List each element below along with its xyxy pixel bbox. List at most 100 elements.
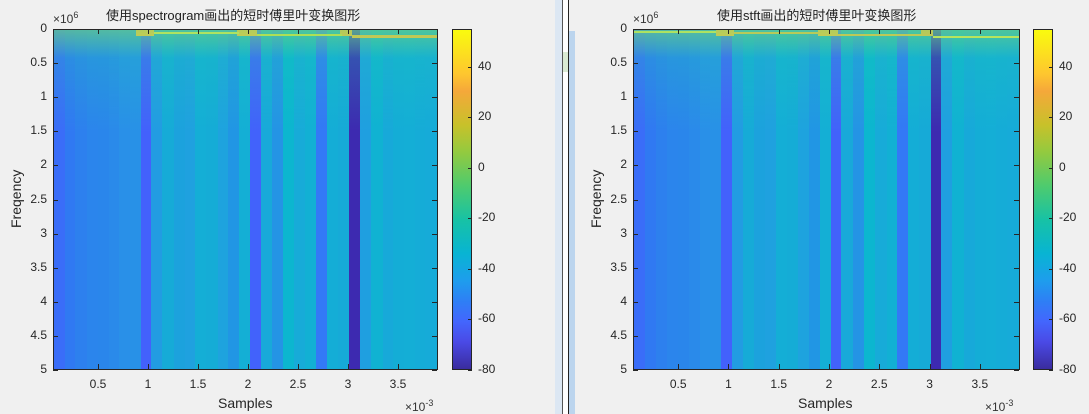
tick-mark: [1014, 267, 1019, 269]
spectrum-column: [293, 30, 306, 369]
spectrum-column: [830, 30, 842, 369]
spectrum-column: [841, 30, 854, 369]
tick-mark: [348, 364, 349, 369]
tick-mark: [1049, 117, 1053, 119]
spectrum-column: [205, 30, 218, 369]
colorbar[interactable]: [452, 29, 472, 370]
tick-mark: [633, 335, 638, 337]
tick-mark: [248, 364, 249, 369]
colorbar-tick-label: -40: [1059, 260, 1077, 275]
spectrum-column: [853, 30, 865, 369]
spectrum-column: [316, 30, 327, 369]
y-tick-label: 1.5: [610, 123, 627, 138]
tick-mark: [468, 167, 472, 169]
spectrum-column: [239, 30, 250, 369]
tick-mark: [148, 364, 149, 369]
tick-mark: [398, 29, 399, 34]
spectrum-column: [786, 30, 799, 369]
tick-mark: [432, 165, 437, 167]
spectrum-column: [64, 30, 76, 369]
spectrum-column: [75, 30, 88, 369]
colorbar-tick-label: 0: [478, 159, 485, 174]
spectrum-column: [349, 30, 361, 369]
tick-mark: [633, 131, 638, 133]
spectrum-column: [996, 30, 1008, 369]
tick-mark: [248, 29, 249, 34]
tick-mark: [1014, 370, 1019, 371]
tick-mark: [633, 301, 638, 303]
plot-area[interactable]: [633, 29, 1020, 370]
colorbar-tick-label: -80: [1059, 362, 1077, 376]
tick-mark: [432, 97, 437, 99]
x-tick-label: 1: [144, 377, 152, 391]
tick-mark: [198, 29, 199, 34]
tick-mark: [1049, 167, 1053, 169]
x-tick-label: 2.5: [289, 377, 307, 391]
spectrum-column: [710, 30, 722, 369]
x-tick-label: 3.5: [971, 377, 989, 391]
tick-mark: [468, 319, 472, 321]
spectrum-column: [930, 30, 942, 369]
y-tick-label: 0: [620, 21, 627, 35]
y-tick-label: 0: [40, 21, 47, 35]
spectrum-column: [337, 30, 350, 369]
spectrum-column: [129, 30, 141, 369]
spectrum-column: [809, 30, 820, 369]
y-tick-label: 3.5: [30, 259, 47, 274]
spectrum-column: [688, 30, 700, 369]
spectrum-column: [184, 30, 196, 369]
y-tick-label: 2.5: [610, 191, 627, 206]
y-exponent-label: ×106: [633, 10, 659, 26]
tick-mark: [979, 364, 981, 369]
spectrum-column: [162, 30, 174, 369]
y-tick-label: 1: [40, 89, 47, 104]
tick-mark: [1049, 218, 1053, 220]
low-freq-band: [634, 30, 1019, 58]
tick-mark: [432, 63, 437, 65]
spectrum-column: [667, 30, 679, 369]
spectrum-column: [974, 30, 986, 369]
tick-mark: [468, 268, 472, 270]
tick-mark: [829, 29, 830, 34]
spectrum-column: [403, 30, 415, 369]
colorbar-tick-label: 20: [478, 109, 492, 124]
x-tick-label: 3.5: [389, 377, 407, 391]
spectrum-column: [819, 30, 831, 369]
y-tick-label: 5: [620, 362, 627, 376]
y-tick-label: 1: [620, 89, 627, 104]
tick-mark: [53, 335, 58, 337]
spectrum-column: [382, 30, 394, 369]
tick-mark: [1014, 199, 1019, 201]
tick-mark: [432, 267, 437, 269]
plot-area[interactable]: [53, 29, 438, 370]
tick-mark: [98, 364, 99, 369]
spectrum-column: [108, 30, 120, 369]
tick-mark: [633, 97, 638, 99]
x-axis-label: Samples: [798, 395, 853, 411]
spectrum-column: [140, 30, 152, 369]
tick-mark: [1049, 66, 1053, 68]
tick-mark: [1014, 335, 1019, 337]
tick-mark: [1014, 165, 1019, 167]
spectrogram-columns: [54, 30, 437, 369]
tick-mark: [728, 364, 730, 369]
spectrum-column: [305, 30, 317, 369]
y-tick-label: 2: [620, 157, 627, 172]
spectrum-column: [798, 30, 810, 369]
tick-mark: [468, 66, 472, 68]
tick-mark: [633, 267, 638, 269]
tick-mark: [979, 29, 981, 34]
spectrum-column: [742, 30, 755, 369]
x-tick-label: 1.5: [189, 377, 207, 391]
tick-mark: [432, 29, 437, 30]
spectrum-column: [731, 30, 743, 369]
spectrum-column: [249, 30, 261, 369]
colorbar-tick-label: -20: [1059, 210, 1077, 225]
spectrum-column: [655, 30, 668, 369]
x-tick-label: 2.5: [870, 377, 888, 391]
x-tick-label: 1: [725, 377, 732, 391]
spectrum-column: [964, 30, 975, 369]
spectrum-column: [874, 30, 887, 369]
colorbar[interactable]: [1033, 29, 1053, 370]
tick-mark: [53, 199, 58, 201]
